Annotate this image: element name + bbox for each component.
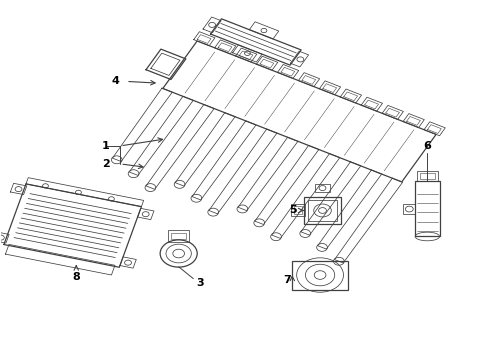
Text: 4: 4	[111, 76, 119, 86]
Polygon shape	[163, 41, 435, 182]
Polygon shape	[4, 184, 141, 267]
Bar	[307, 200, 336, 221]
Text: 3: 3	[196, 278, 204, 288]
Bar	[402, 204, 414, 214]
Bar	[290, 204, 305, 216]
Bar	[416, 171, 437, 181]
Bar	[304, 197, 340, 224]
Polygon shape	[210, 19, 301, 65]
Bar	[167, 230, 189, 242]
Text: 6: 6	[423, 141, 430, 151]
Bar	[291, 261, 347, 290]
Text: 2: 2	[102, 159, 109, 169]
Text: 7: 7	[283, 275, 291, 285]
Bar	[171, 233, 185, 239]
Bar	[293, 206, 302, 214]
Text: 8: 8	[72, 272, 80, 282]
Bar	[315, 184, 329, 192]
Bar	[414, 181, 439, 237]
Text: 1: 1	[102, 141, 109, 151]
Bar	[419, 173, 434, 180]
Text: 5: 5	[289, 206, 297, 216]
